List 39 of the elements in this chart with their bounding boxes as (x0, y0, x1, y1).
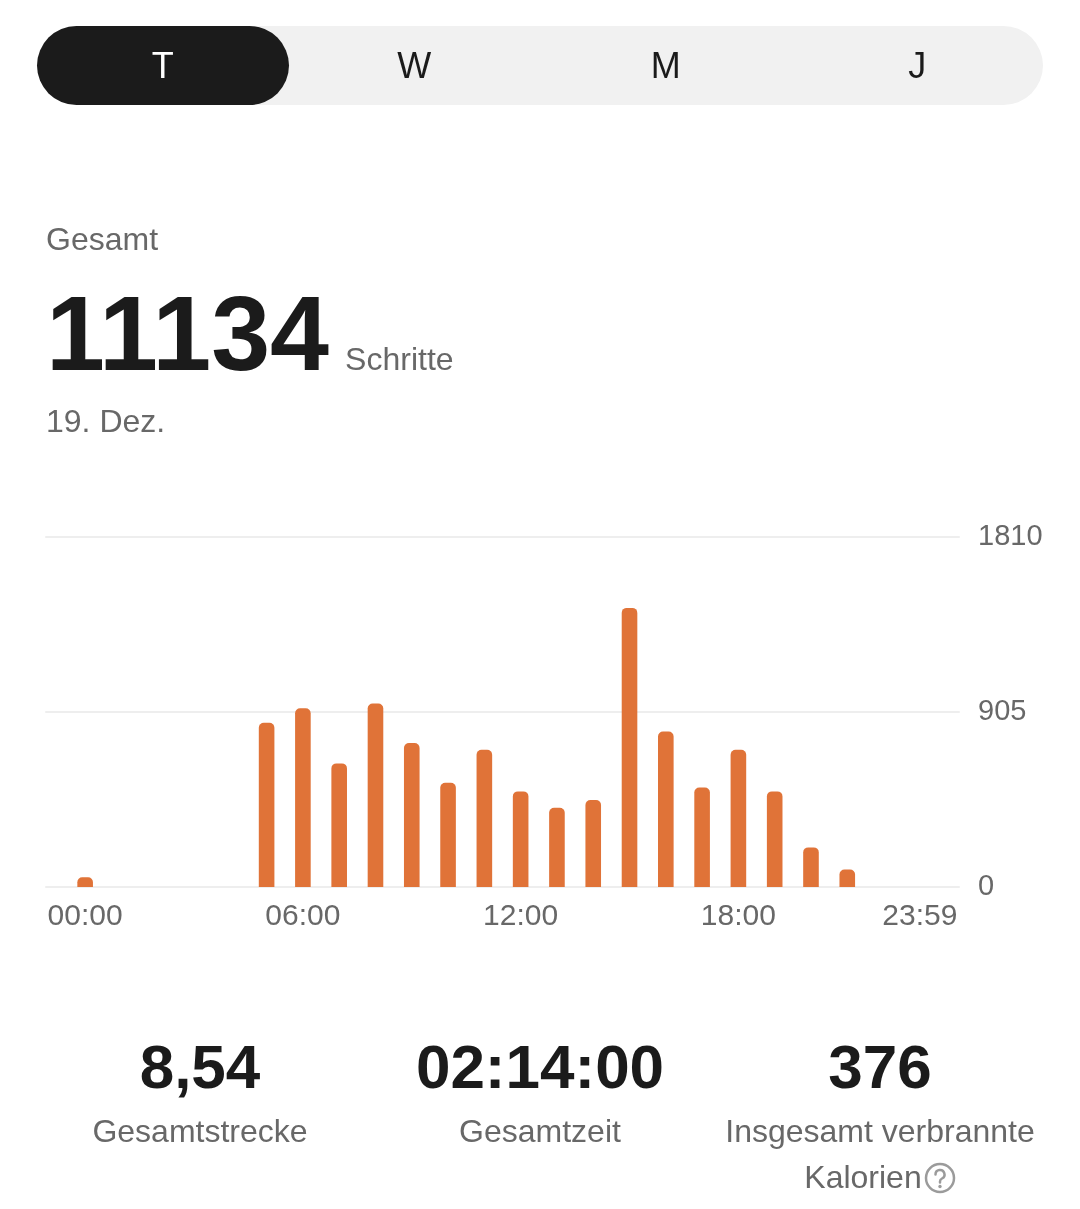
bar (839, 869, 856, 887)
x-tick-label: 12:00 (483, 898, 559, 932)
bar (476, 749, 493, 887)
text: Schritte (345, 341, 454, 377)
tab[interactable]: J (791, 26, 1043, 105)
bar (730, 749, 747, 887)
tab[interactable]: M (540, 26, 792, 105)
text: Gesamtstrecke (92, 1113, 308, 1149)
bar (549, 807, 565, 887)
x-tick-label: 00:00 (47, 898, 123, 932)
bar (367, 703, 384, 887)
x-tick-label: 23:59 (882, 898, 958, 932)
y-tick-label: 1810 (978, 519, 1043, 552)
text: 11134 (46, 274, 330, 392)
bar (512, 791, 529, 887)
bar (585, 800, 602, 887)
bar (331, 763, 347, 887)
text: 376 (828, 1032, 932, 1101)
bar (440, 782, 456, 887)
x-tick-label: 18:00 (700, 898, 776, 932)
x-tick-label: 06:00 (265, 898, 341, 932)
text: 8,54 (139, 1032, 261, 1101)
y-tick-label: 0 (978, 869, 995, 901)
selected-tab[interactable]: T (37, 26, 289, 105)
bar (258, 722, 275, 887)
bar (766, 791, 783, 887)
chart-subtitle: 19. Dez. (46, 403, 166, 439)
text: Gesamtzeit (459, 1113, 621, 1149)
bar (403, 743, 420, 887)
bar (803, 847, 819, 887)
text: Insgesamt verbrannte Kalorien (725, 1113, 1035, 1195)
bar (694, 787, 710, 887)
text: 02:14:00 (415, 1032, 665, 1101)
bar (658, 731, 674, 887)
y-tick-label: 905 (978, 694, 1027, 727)
bar (621, 607, 638, 887)
bar (295, 708, 311, 887)
chart-title: Gesamt (46, 221, 159, 257)
tab[interactable]: W (288, 26, 540, 105)
